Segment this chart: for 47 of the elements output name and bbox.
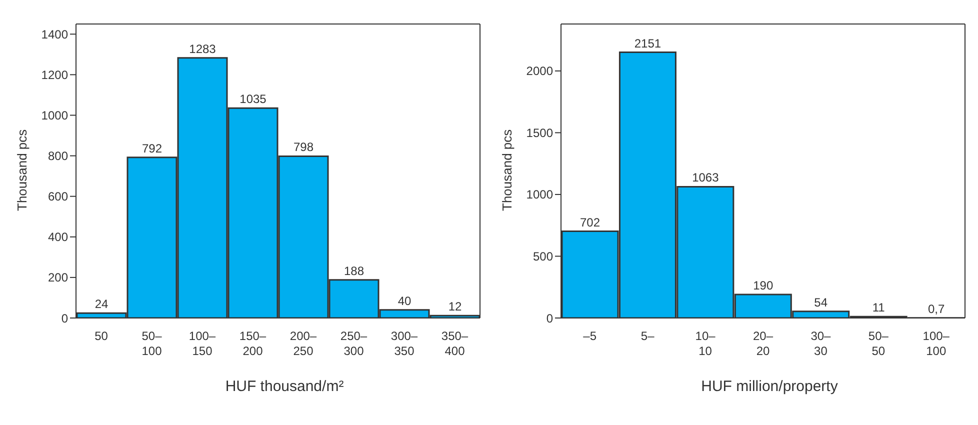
data-label: 0,7: [928, 302, 945, 316]
y-tick-label: 1000: [526, 188, 554, 202]
data-label: 1283: [189, 42, 216, 56]
x-tick-label: 350– 400: [441, 329, 468, 358]
y-tick-label: 500: [532, 249, 554, 264]
y-tick-label: 1200: [41, 68, 68, 82]
data-label: 40: [398, 294, 412, 308]
x-tick-label: 100– 150: [188, 329, 216, 358]
x-tick-label: 150– 200: [239, 329, 266, 358]
x-axis-title: HUF thousand/m²: [224, 378, 345, 395]
x-tick-label: 300– 350: [390, 329, 418, 358]
x-tick-label: 250– 300: [340, 329, 368, 358]
data-label: 24: [94, 297, 108, 312]
y-tick-label: 400: [48, 230, 68, 244]
y-axis-title: Thousand pcs: [500, 128, 515, 211]
x-tick-label: 50– 100: [142, 329, 162, 358]
data-label: 798: [293, 140, 314, 154]
y-tick-label: 800: [48, 149, 68, 164]
data-label: 188: [344, 264, 364, 278]
data-label: 11: [872, 300, 886, 315]
x-tick-label: 50– 50: [868, 329, 889, 358]
y-tick-label: 600: [48, 190, 68, 204]
x-tick-label: 100– 100: [922, 329, 950, 358]
data-label: 190: [753, 278, 774, 293]
y-tick-label: 0: [61, 311, 68, 326]
x-tick-label: 20– 20: [752, 329, 774, 358]
y-tick-label: 2000: [526, 64, 554, 78]
x-tick-label: 200– 250: [290, 329, 317, 358]
x-axis-title: HUF million/property: [700, 378, 839, 395]
data-label: 1035: [240, 92, 267, 106]
y-axis-title: Thousand pcs: [14, 128, 30, 211]
y-tick-label: 0: [546, 311, 554, 326]
x-tick-label: 10– 10: [695, 329, 716, 358]
x-tick-label: 50: [94, 329, 108, 343]
x-tick-label: 5–: [640, 329, 655, 343]
data-label: 1063: [692, 170, 720, 185]
x-tick-label: –5: [583, 329, 597, 343]
y-tick-label: 1400: [41, 27, 68, 42]
x-tick-label: 30– 30: [810, 329, 832, 358]
data-label: 54: [814, 295, 828, 310]
data-label: 792: [142, 141, 162, 156]
y-tick-label: 1500: [526, 126, 554, 140]
y-tick-label: 1000: [41, 108, 68, 122]
y-tick-label: 200: [48, 270, 68, 285]
data-label: 2151: [634, 36, 662, 50]
data-label: 12: [448, 300, 462, 314]
data-label: 702: [580, 215, 600, 230]
